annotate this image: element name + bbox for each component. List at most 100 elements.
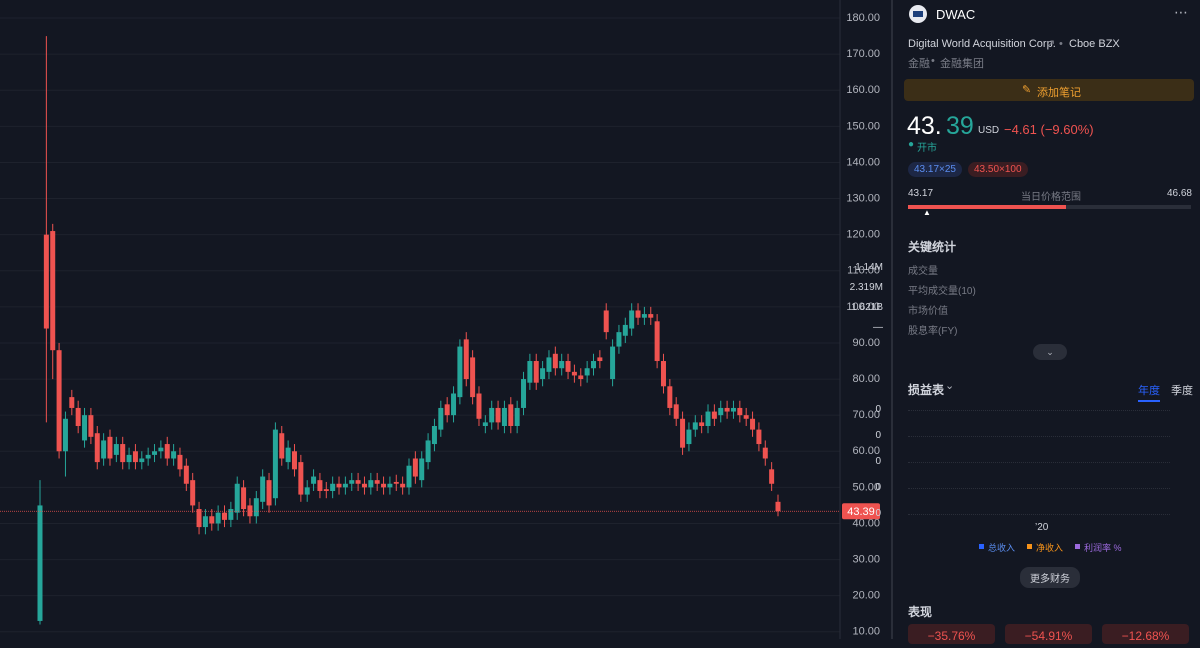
exchange: Cboe BZX (1069, 38, 1120, 50)
candle-body (101, 440, 107, 459)
candle-body (514, 407, 520, 426)
candle-body (158, 447, 164, 452)
income-grid (908, 488, 1170, 489)
candle-body (750, 418, 756, 430)
legend-revenue: 总收入 (988, 543, 1016, 553)
candle-body (62, 418, 68, 452)
key-stats-title: 关键统计 (908, 240, 957, 254)
y-tick-label: 90.00 (852, 337, 880, 349)
candle-body (533, 361, 539, 383)
candle-body (495, 407, 501, 423)
candle-body (247, 505, 253, 517)
candle-body (387, 483, 393, 488)
candle-body (470, 357, 476, 398)
note-icon: ✎ (1022, 84, 1032, 96)
candle-body (584, 368, 590, 376)
candle-body (737, 407, 743, 416)
y-tick-label: 50.00 (852, 481, 880, 493)
y-tick-label: 40.00 (852, 517, 880, 529)
expand-button[interactable]: ⌄ (1033, 344, 1067, 360)
candle-body (196, 509, 202, 528)
candle-body (724, 407, 730, 412)
y-tick-label: 160.00 (846, 84, 880, 96)
income-axis-label: 0 (875, 456, 881, 467)
y-tick-label: 140.00 (846, 156, 880, 168)
candle-body (457, 346, 463, 398)
candle-body (451, 393, 457, 416)
link-icon[interactable]: ↗ (1046, 38, 1056, 50)
legend-swatch (1027, 544, 1032, 549)
candle-body (527, 361, 533, 383)
range-label: 当日价格范围 (1021, 192, 1081, 203)
candle-body (374, 480, 380, 484)
candle-body (419, 458, 425, 481)
candle-body (686, 429, 692, 445)
y-tick-label: 10.00 (852, 626, 880, 638)
stat-value: 2.319M (849, 282, 883, 293)
menu[interactable]: ⋯ (1174, 4, 1188, 20)
candle-body (69, 397, 75, 408)
candle-body (94, 433, 100, 463)
income-axis-label: 0 (875, 508, 881, 519)
candle-body (298, 462, 304, 495)
candle-body (769, 469, 775, 484)
y-tick-label: 180.00 (846, 12, 880, 24)
logo (909, 5, 927, 23)
candle-body (260, 476, 266, 502)
candle-body (730, 407, 736, 412)
income-grid (908, 514, 1170, 515)
candle-body (699, 422, 705, 426)
candle-body (438, 407, 444, 430)
candle-body (82, 415, 88, 441)
candle-body (279, 433, 285, 459)
candle-body (400, 483, 406, 488)
tab-annual[interactable]: 年度 (1138, 382, 1160, 402)
candle-body (37, 505, 43, 621)
candle-body (775, 501, 781, 512)
candle-body (241, 487, 247, 510)
candle-body (546, 357, 552, 372)
tab-quarterly[interactable]: 季度 (1171, 385, 1193, 397)
income-dropdown[interactable]: ⌄ (945, 380, 955, 392)
candle-body (501, 407, 507, 426)
candle-body (183, 465, 189, 484)
stat-label: 平均成交量(10) (908, 286, 976, 297)
performance-value: −54.91% (1005, 624, 1092, 644)
y-tick-label: 110.00 (847, 265, 880, 277)
more-financials[interactable]: 更多财务 (1020, 567, 1080, 588)
income-axis-label: 0 (875, 430, 881, 441)
y-tick-label: 30.00 (852, 553, 880, 565)
candle-body (323, 489, 329, 491)
add-note-button[interactable]: ✎ 添加笔记 (904, 79, 1194, 101)
candle-body (597, 357, 603, 362)
dot: • (1059, 38, 1063, 50)
candle-body (56, 350, 62, 452)
range-high: 46.68 (1166, 188, 1192, 199)
range-low: 43.17 (908, 188, 934, 199)
performance-value: −12.68% (1102, 624, 1189, 644)
change: −4.61 (−9.60%) (1004, 122, 1094, 137)
chart: 10.00 20.00 30.00 40.00 50.00 60.00 70.00 80.00… (0, 0, 880, 639)
candle-body (444, 404, 450, 416)
candle-body (43, 234, 49, 329)
add-note: 添加笔记 (1037, 87, 1081, 99)
candle-body (50, 231, 56, 351)
candle-body (171, 451, 177, 459)
company: Digital World Acquisition Corp. (908, 38, 1056, 50)
candle-body (648, 314, 654, 318)
performance-value: −35.76% (908, 624, 995, 644)
y-tick-label: 130.00 (846, 192, 880, 204)
candle-body (603, 310, 609, 333)
income-grid (908, 410, 1170, 411)
candle-body (680, 418, 686, 448)
y-tick-label: 150.00 (846, 120, 880, 132)
legend-net: 净收入 (1036, 543, 1064, 553)
stat-value: 1.14M (855, 262, 883, 273)
candle-body (120, 444, 126, 463)
candle-body (311, 476, 317, 484)
candle-body (578, 375, 584, 380)
income-grid (908, 462, 1170, 463)
candle-body (762, 447, 768, 459)
candle-body (692, 422, 698, 430)
candle-body (132, 451, 138, 463)
